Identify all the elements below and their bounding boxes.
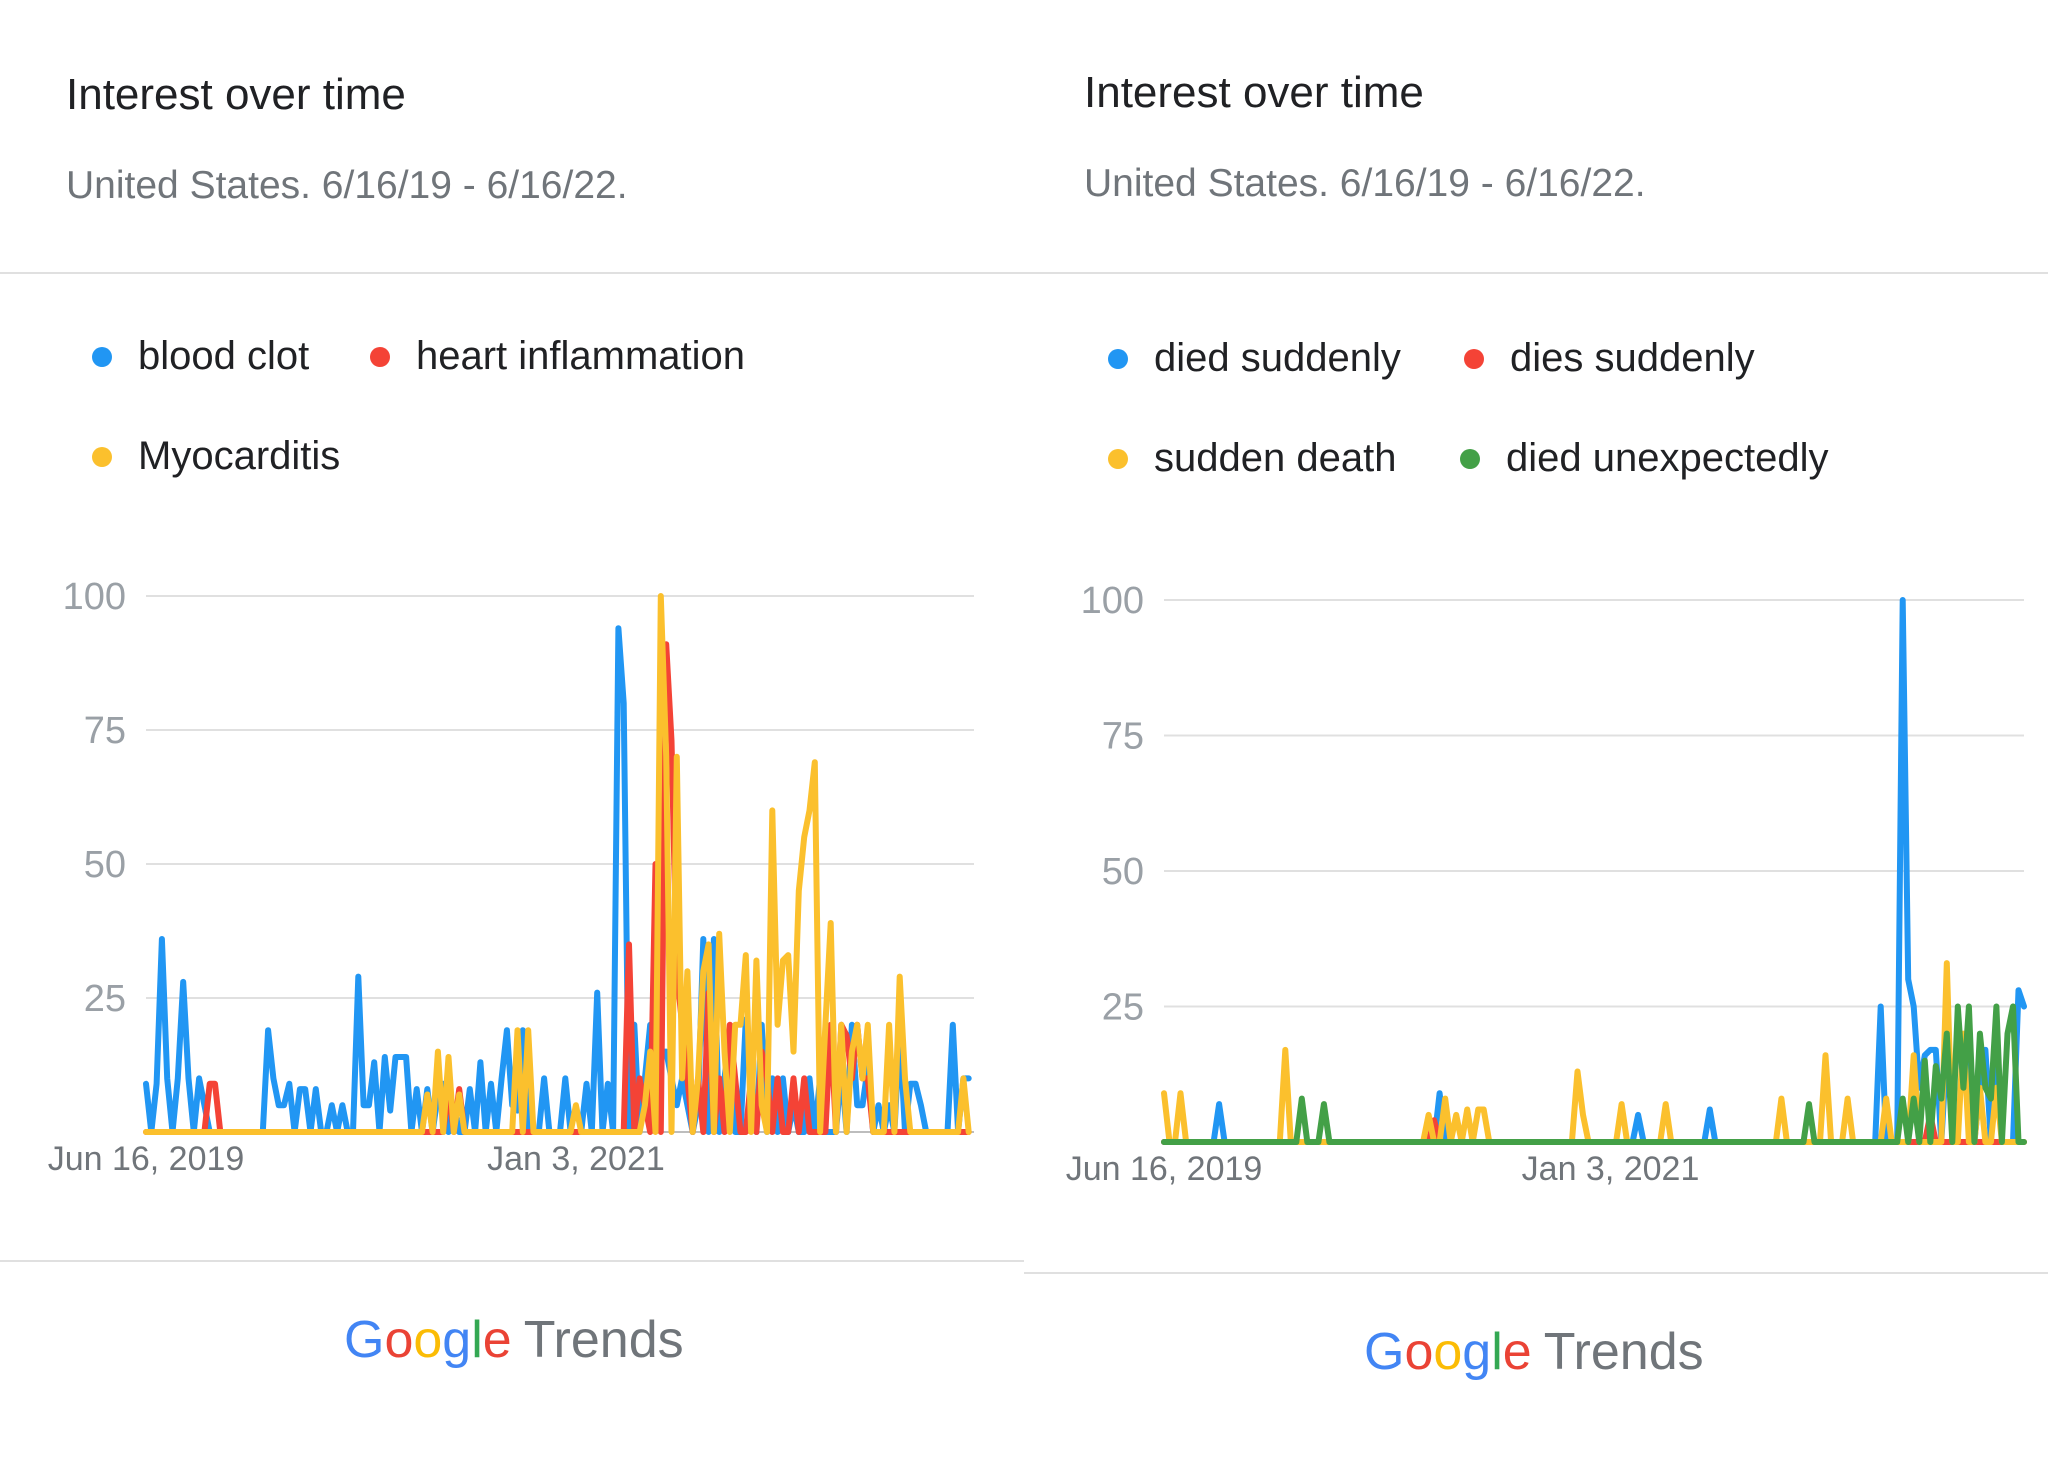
legend-label: died suddenly	[1154, 336, 1401, 380]
legend-dot-icon	[92, 446, 112, 467]
trends-card-right: Interest over time United States. 6/16/1…	[1024, 0, 2048, 1462]
trends-card-left: Interest over time United States. 6/16/1…	[0, 70, 1024, 1370]
x-tick-label: Jan 3, 2021	[1522, 1150, 1700, 1188]
y-tick-label: 25	[84, 978, 126, 1020]
legend-dot-icon	[92, 346, 112, 367]
footer-divider	[1024, 1272, 2048, 1274]
google-letter: G	[344, 1311, 385, 1369]
legend-dot-icon	[1108, 348, 1128, 369]
google-letter: o	[1433, 1323, 1463, 1381]
x-tick-label: Jan 3, 2021	[487, 1140, 665, 1178]
header-divider	[1024, 272, 2048, 274]
google-letter: l	[1491, 1323, 1503, 1381]
google-letter: o	[413, 1311, 443, 1369]
google-wordmark: Google	[1364, 1323, 1532, 1381]
legend-item-died-unexpectedly[interactable]: died unexpectedly	[1460, 436, 1828, 481]
legend-item-dies-suddenly[interactable]: dies suddenly	[1464, 336, 1755, 381]
legend-label: died unexpectedly	[1506, 436, 1829, 480]
legend-dot-icon	[1108, 448, 1128, 469]
google-letter: o	[1404, 1323, 1434, 1381]
google-trends-logo[interactable]: Google Trends	[1364, 1322, 1704, 1382]
legend-item-blood-clot[interactable]: blood clot	[92, 334, 309, 379]
footer-divider	[0, 1260, 1024, 1262]
y-tick-label: 100	[63, 576, 126, 618]
legend-label: heart inflammation	[416, 334, 746, 378]
header-divider	[0, 272, 1024, 274]
y-tick-label: 50	[84, 844, 126, 886]
x-tick-label: Jun 16, 2019	[1066, 1150, 1263, 1188]
legend-dot-icon	[1464, 348, 1484, 369]
google-letter: e	[1502, 1323, 1532, 1381]
interest-over-time-chart[interactable]: 25 50 75 100 Jun 16, 2019 Jan 3, 2021	[0, 560, 1024, 1200]
y-tick-label: 25	[1102, 987, 1144, 1029]
interest-over-time-chart[interactable]: 25 50 75 100 Jun 16, 2019 Jan 3, 2021	[1024, 560, 2048, 1200]
series-line-died-unexpectedly[interactable]	[1161, 1003, 2027, 1145]
legend-label: sudden death	[1154, 436, 1397, 480]
card-subtitle: United States. 6/16/19 - 6/16/22.	[66, 164, 628, 207]
legend-item-sudden-death[interactable]: sudden death	[1108, 436, 1396, 481]
legend-label: Myocarditis	[138, 434, 341, 478]
google-letter: g	[1462, 1323, 1492, 1381]
trends-wordmark: Trends	[1543, 1323, 1704, 1381]
card-subtitle: United States. 6/16/19 - 6/16/22.	[1084, 162, 1646, 205]
series-line-myocarditis[interactable]	[143, 593, 972, 1135]
google-letter: l	[471, 1311, 483, 1369]
y-tick-label: 75	[1102, 716, 1144, 758]
google-letter: G	[1364, 1323, 1405, 1381]
y-tick-label: 75	[84, 710, 126, 752]
card-title: Interest over time	[66, 70, 406, 119]
google-letter: o	[384, 1311, 414, 1369]
google-trends-logo[interactable]: Google Trends	[344, 1310, 684, 1370]
x-tick-label: Jun 16, 2019	[48, 1140, 245, 1178]
google-wordmark: Google	[344, 1311, 512, 1369]
card-title: Interest over time	[1084, 68, 1424, 117]
legend-dot-icon	[370, 346, 390, 367]
legend-item-died-suddenly[interactable]: died suddenly	[1108, 336, 1401, 381]
google-letter: e	[482, 1311, 512, 1369]
trends-wordmark: Trends	[523, 1311, 684, 1369]
legend-label: dies suddenly	[1510, 336, 1755, 380]
google-letter: g	[442, 1311, 472, 1369]
legend-label: blood clot	[138, 334, 310, 378]
legend-item-heart-inflammation[interactable]: heart inflammation	[370, 334, 745, 379]
legend-item-myocarditis[interactable]: Myocarditis	[92, 434, 340, 479]
legend-dot-icon	[1460, 448, 1480, 469]
y-tick-label: 100	[1081, 580, 1144, 622]
y-tick-label: 50	[1102, 851, 1144, 893]
